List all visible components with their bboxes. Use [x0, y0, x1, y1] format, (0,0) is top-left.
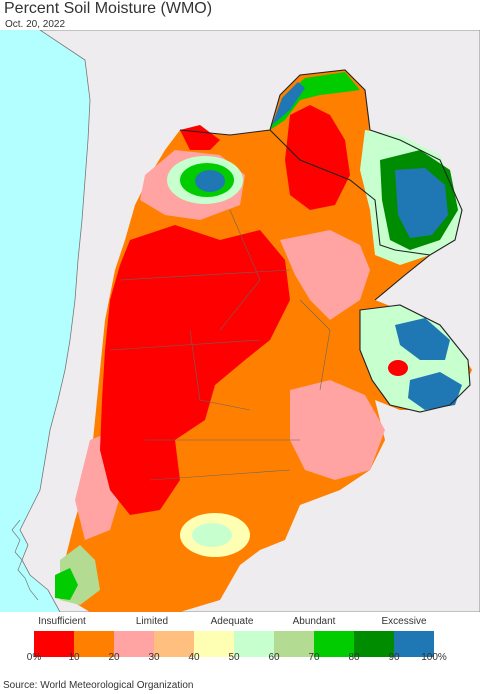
zone-wet-southwest-green — [55, 568, 78, 600]
zone-pink-south — [290, 380, 385, 480]
zone-red-chaco — [285, 105, 350, 210]
legend-tick-label: 20 — [108, 652, 120, 663]
zone-pink-east — [280, 230, 370, 320]
page-title: Percent Soil Moisture (WMO) — [4, 0, 213, 17]
legend-swatch-7 — [314, 631, 354, 657]
legend-label-abundant: Abundant — [292, 616, 336, 627]
zone-wet-northeast-blue — [272, 82, 305, 125]
legend-swatch-2 — [114, 631, 154, 657]
legend-tick-label: 100% — [421, 652, 447, 663]
legend-label-limited: Limited — [135, 616, 169, 627]
zone-red-uruguay — [388, 360, 408, 376]
legend-swatch-0 — [34, 631, 74, 657]
zone-wet-east-blue — [395, 168, 448, 238]
legend-tick-label: 0% — [26, 652, 42, 663]
map-date: Oct. 20, 2022 — [5, 19, 66, 30]
legend-swatch-6 — [274, 631, 314, 657]
zone-wet-uruguay-blue — [395, 318, 450, 360]
legend: Insufficient Limited Adequate Abundant E… — [27, 612, 447, 672]
legend-tick-label: 70 — [308, 652, 320, 663]
legend-color-bar — [34, 631, 434, 657]
legend-swatch-5 — [234, 631, 274, 657]
legend-swatch-1 — [74, 631, 114, 657]
legend-tick-label: 90 — [388, 652, 400, 663]
zone-wet-northeast — [270, 72, 360, 130]
legend-tick-label: 40 — [188, 652, 200, 663]
legend-tick-label: 30 — [148, 652, 160, 663]
map-svg — [0, 30, 480, 612]
legend-tick-label: 60 — [268, 652, 280, 663]
legend-label-excessive: Excessive — [381, 616, 427, 627]
zone-wet-ba-inner — [192, 523, 232, 547]
soil-moisture-map — [0, 30, 480, 612]
legend-tick-label: 10 — [68, 652, 80, 663]
legend-label-adequate: Adequate — [210, 616, 254, 627]
legend-label-insufficient: Insufficient — [38, 616, 86, 627]
zone-wet-uruguay-blue2 — [408, 372, 462, 410]
legend-swatch-9 — [394, 631, 434, 657]
border-lines — [179, 69, 471, 413]
chile-coast — [11, 519, 39, 601]
zone-red-central — [100, 225, 290, 515]
legend-swatch-8 — [354, 631, 394, 657]
legend-swatch-3 — [154, 631, 194, 657]
legend-tick-label: 50 — [228, 652, 240, 663]
legend-swatch-4 — [194, 631, 234, 657]
legend-tick-label: 80 — [348, 652, 360, 663]
province-lines — [109, 209, 331, 481]
source-note: Source: World Meteorological Organizatio… — [3, 680, 194, 691]
zone-wet-north-core — [195, 170, 225, 192]
